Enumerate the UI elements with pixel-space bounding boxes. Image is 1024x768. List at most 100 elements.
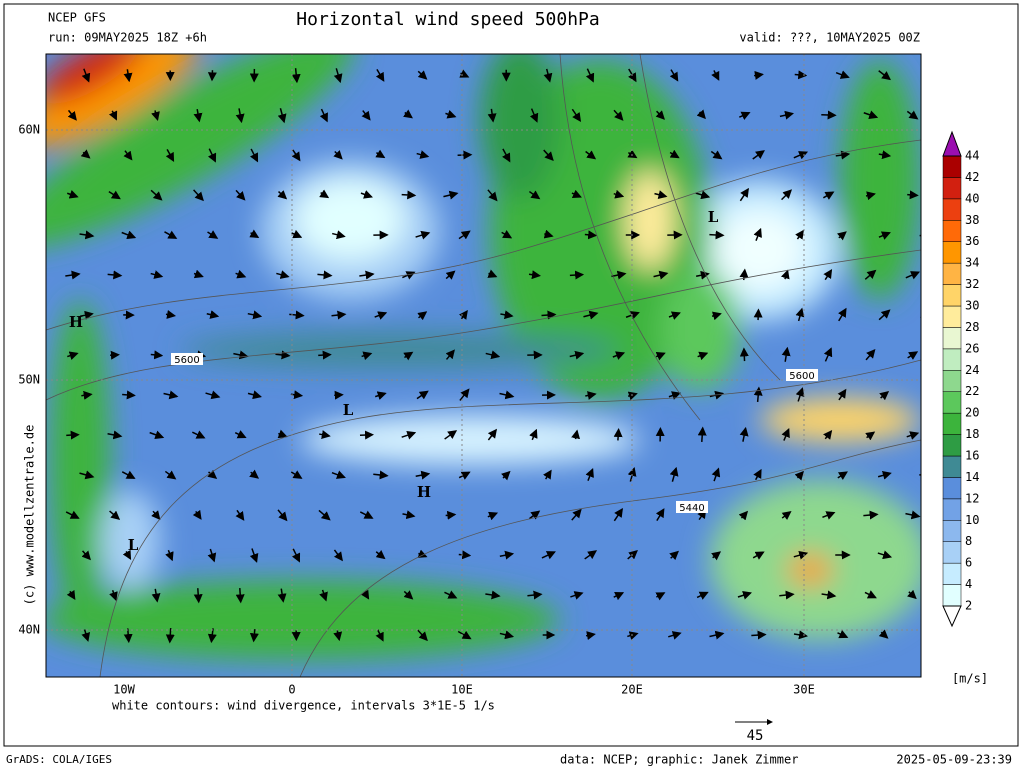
wind-arrow [487, 189, 498, 202]
wind-arrow [585, 467, 594, 481]
lon-label: 30E [793, 683, 815, 697]
wind-arrow [415, 470, 431, 480]
wind-arrow [922, 393, 931, 397]
wind-arrow [247, 390, 262, 400]
wind-arrow [878, 150, 892, 160]
wind-arrow [192, 509, 202, 520]
wind-arrow [541, 310, 557, 320]
wind-arrow [235, 108, 245, 124]
colorbar-band [942, 327, 962, 350]
wind-arrow [879, 391, 890, 401]
wind-arrow [613, 507, 623, 522]
wind-arrow [751, 630, 767, 640]
wind-arrow [823, 347, 833, 362]
wind-arrow [164, 230, 178, 239]
wind-arrow [333, 630, 343, 642]
wind-arrow [695, 270, 710, 280]
wind-arrow [205, 390, 221, 400]
wind-arrow [487, 428, 498, 441]
wind-arrow [571, 508, 582, 521]
wind-arrow [569, 350, 585, 360]
wind-arrow [835, 150, 851, 160]
wind-arrow [835, 70, 850, 79]
wind-arrow [613, 189, 625, 199]
wind-arrow [906, 431, 920, 440]
wind-arrow [668, 311, 681, 320]
wind-arrow [500, 310, 514, 320]
wind-arrow [79, 230, 95, 240]
wind-arrow [837, 471, 848, 480]
wind-arrow [864, 590, 877, 599]
wind-arrow [837, 388, 847, 401]
pressure-center: H [69, 313, 83, 331]
wind-arrow [235, 588, 245, 604]
wind-arrow [584, 550, 598, 560]
wind-arrow [499, 550, 515, 560]
contour-label: 5600 [789, 371, 814, 382]
wind-arrow [150, 350, 164, 360]
wind-arrow [528, 190, 541, 200]
wind-arrow [711, 70, 720, 81]
wind-arrow [193, 269, 204, 279]
wind-arrow [247, 310, 263, 320]
wind-arrow [416, 150, 430, 159]
wind-arrow [585, 391, 597, 400]
wind-arrow [123, 69, 133, 83]
wind-arrow [375, 629, 384, 642]
colorbar-label: 42 [965, 170, 979, 184]
wind-arrow [277, 108, 287, 124]
wind-arrow [569, 270, 585, 280]
wind-arrow [207, 469, 218, 480]
wind-arrow [108, 110, 118, 121]
wind-arrow [655, 508, 665, 521]
wind-arrow [151, 110, 160, 121]
wind-arrow [837, 231, 847, 241]
lon-label: 10W [113, 683, 135, 697]
wind-arrow [373, 470, 389, 480]
colorbar-label: 44 [965, 149, 979, 163]
map [46, 54, 931, 677]
wind-arrow [907, 589, 917, 600]
wind-arrow [528, 270, 541, 280]
wind-arrow [375, 149, 386, 159]
wind-arrow [122, 549, 132, 560]
wind-arrow [709, 630, 725, 640]
wind-arrow [570, 591, 584, 600]
wind-arrow [711, 467, 721, 482]
lon-label: 20E [621, 683, 643, 697]
wind-arrow [207, 548, 217, 563]
wind-arrow [234, 430, 247, 439]
wind-arrow [66, 190, 79, 199]
wind-arrow [878, 231, 891, 240]
wind-arrow [164, 470, 177, 480]
colorbar-label: 40 [965, 191, 979, 205]
wind-arrow [81, 629, 91, 642]
valid: valid: ???, 10MAY2025 00Z [739, 31, 920, 45]
wind-arrow [150, 189, 163, 201]
wind-arrow [108, 190, 121, 200]
wind-arrow [122, 390, 136, 400]
colorbar-label: 18 [965, 427, 979, 441]
wind-arrow [81, 550, 91, 561]
colorbar-band [942, 455, 962, 478]
contour-label-bg [786, 369, 818, 381]
wind-arrow [753, 227, 762, 241]
wind-arrow [571, 108, 581, 122]
wind-arrow [781, 346, 791, 362]
wind-arrow [291, 229, 303, 239]
wind-arrow [415, 230, 431, 240]
pressure-center: L [128, 536, 139, 554]
colorbar-label: 28 [965, 320, 979, 334]
wind-arrow [193, 109, 203, 123]
wind-arrow [527, 590, 543, 600]
wind-arrow [445, 109, 457, 119]
wind-arrow [107, 270, 123, 280]
wind-arrow [333, 68, 343, 84]
wind-arrow [710, 150, 723, 160]
lat-label: 40N [18, 623, 40, 637]
wind-arrow [121, 230, 137, 240]
wind-arrow [417, 311, 428, 321]
wind-arrow [67, 351, 79, 360]
wind-arrow [277, 190, 288, 200]
wind-arrow [151, 588, 161, 603]
